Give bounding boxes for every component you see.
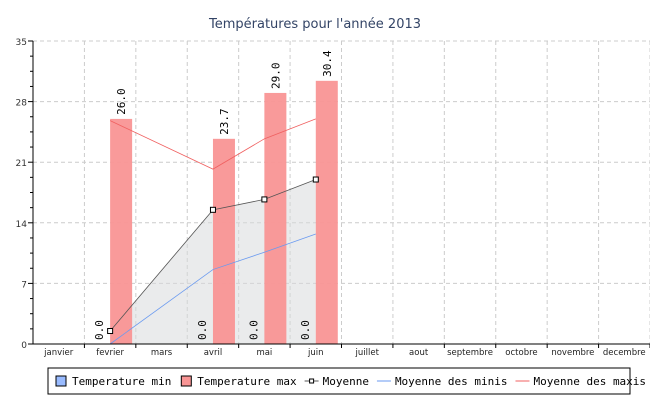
bar-max — [315, 80, 338, 344]
x-tick-label: avril — [204, 348, 222, 358]
moyenne-point — [312, 176, 319, 183]
bar-max — [212, 138, 235, 344]
legend-box — [47, 367, 631, 395]
y-tick-label: 14 — [16, 220, 28, 230]
bar-max — [264, 92, 287, 344]
legend-label: Moyenne — [323, 375, 369, 388]
x-tick-label: mars — [151, 348, 173, 358]
x-tick-label: novembre — [551, 348, 594, 358]
legend-swatch — [55, 375, 67, 387]
data-label: 0.0 — [93, 320, 106, 340]
x-tick-label: juin — [307, 348, 324, 358]
legend-marker — [309, 378, 315, 384]
y-tick-label: 28 — [16, 99, 28, 109]
x-tick-label: juillet — [355, 348, 380, 358]
x-tick-label: aout — [409, 348, 429, 358]
legend: Temperature min Temperature max Moyenne Moy… — [47, 367, 646, 395]
chart-title: Températures pour l'année 2013 — [208, 17, 421, 32]
moyenne-point — [209, 206, 216, 213]
y-tick-label: 21 — [16, 159, 27, 169]
legend-label: Temperature max — [197, 375, 297, 388]
y-tick-label: 0 — [21, 341, 27, 351]
data-label: 26.0 — [115, 88, 128, 115]
legend-label: Moyenne des maxis — [533, 375, 646, 388]
moyenne-point — [107, 328, 114, 335]
y-tick-label: 7 — [21, 280, 27, 290]
x-tick-label: septembre — [447, 348, 493, 358]
data-label: 0.0 — [196, 320, 209, 340]
y-tick-label: 35 — [16, 38, 27, 48]
x-tick-label: decembre — [603, 348, 646, 358]
line-moyenne-des-maxis — [109, 118, 316, 170]
x-tick-label: janvier — [43, 348, 74, 358]
data-label: 0.0 — [299, 320, 312, 340]
line-moyenne-des-minis — [109, 233, 316, 345]
data-label: 0.0 — [247, 320, 260, 340]
x-tick-label: mai — [256, 348, 272, 358]
data-label: 23.7 — [218, 108, 231, 135]
moyenne-point — [261, 196, 268, 203]
data-label: 30.4 — [321, 50, 334, 77]
bar-max — [110, 118, 133, 345]
legend-label: Moyenne des minis — [395, 375, 508, 388]
legend-label: Temperature min — [72, 375, 171, 388]
legend-swatch — [180, 375, 192, 387]
line-moyenne — [109, 179, 316, 332]
data-label: 29.0 — [269, 62, 282, 89]
x-tick-label: octobre — [505, 348, 537, 358]
x-tick-label: fevrier — [96, 348, 124, 358]
